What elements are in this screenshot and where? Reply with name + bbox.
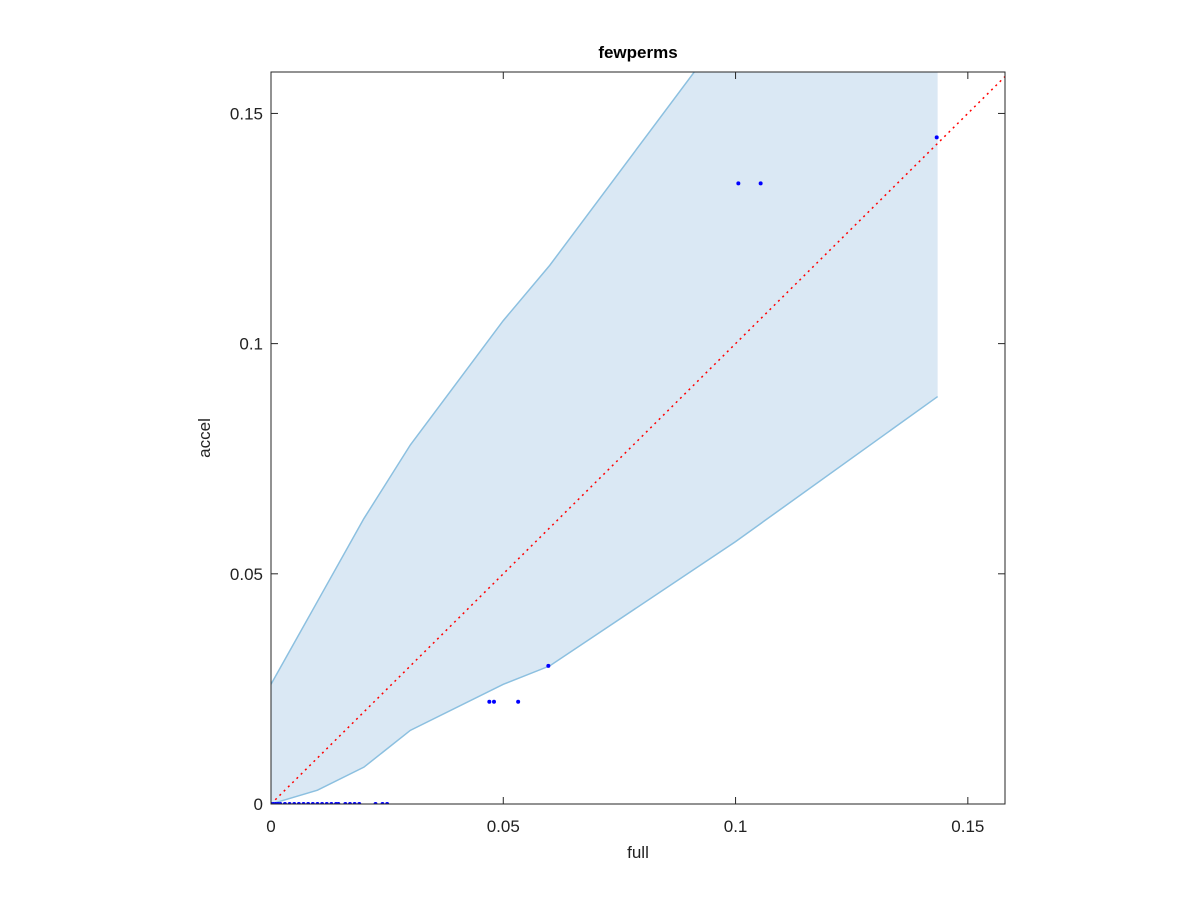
x-axis-label: full bbox=[627, 843, 649, 862]
band-edge bbox=[271, 72, 696, 685]
data-point bbox=[491, 699, 496, 704]
data-point bbox=[758, 181, 763, 186]
y-tick-label: 0.15 bbox=[230, 104, 263, 123]
data-point bbox=[516, 699, 521, 704]
data-point bbox=[934, 135, 939, 140]
band-area bbox=[271, 72, 938, 804]
y-axis-label: accel bbox=[195, 418, 214, 458]
data-point bbox=[487, 699, 492, 704]
x-tick-label: 0.05 bbox=[487, 817, 520, 836]
y-tick-label: 0.05 bbox=[230, 565, 263, 584]
x-tick-label: 0.15 bbox=[951, 817, 984, 836]
data-point bbox=[546, 663, 551, 668]
y-tick-label: 0.1 bbox=[239, 335, 263, 354]
x-tick-label: 0.1 bbox=[724, 817, 748, 836]
chart-title: fewperms bbox=[598, 43, 677, 62]
x-tick-label: 0 bbox=[266, 817, 275, 836]
data-point bbox=[736, 181, 741, 186]
plot-area bbox=[271, 72, 1005, 804]
axes-box bbox=[270, 71, 1006, 805]
band-edge bbox=[271, 395, 939, 804]
y-tick-label: 0 bbox=[254, 795, 263, 814]
